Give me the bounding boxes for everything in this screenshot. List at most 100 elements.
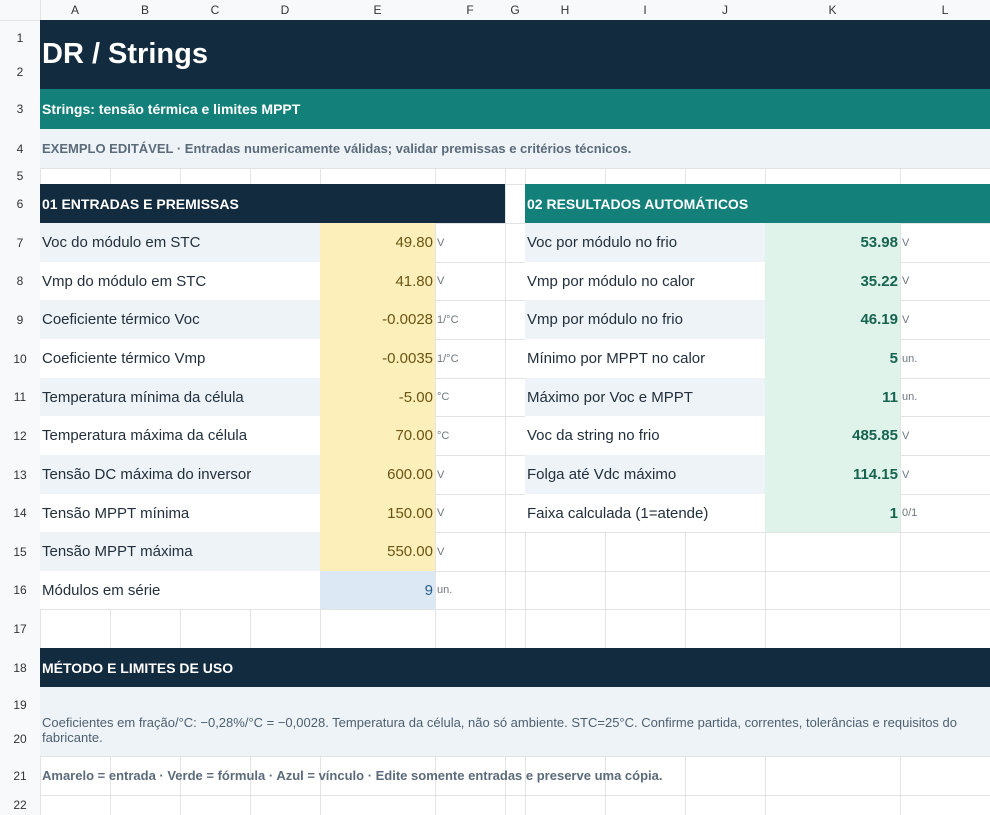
column-header: E: [320, 0, 435, 20]
row-header: 5: [0, 168, 40, 184]
method-text: Coeficientes em fração/°C: −0,28%/°C = −…: [40, 687, 990, 756]
column-header: B: [110, 0, 180, 20]
input-label: Temperatura máxima da célula: [40, 416, 320, 455]
grid-line: [0, 532, 990, 533]
unit: V: [437, 275, 445, 287]
grid-line: [0, 378, 990, 379]
grid-line: [435, 0, 436, 815]
input-value: 41.80: [320, 262, 435, 300]
subtitle: Strings: tensão térmica e limites MPPT: [40, 89, 990, 129]
input-label: Tensão MPPT mínima: [40, 494, 320, 532]
input-value: -0.0028: [320, 300, 435, 339]
unit: 1/°C: [437, 352, 459, 365]
result-label: Máximo por Voc e MPPT: [525, 378, 765, 416]
input-label: Tensão DC máxima do inversor: [40, 455, 320, 494]
row-header: 22: [0, 795, 40, 815]
row-header: 17: [0, 609, 40, 648]
input-label: Vmp do módulo em STC: [40, 262, 320, 300]
unit: V: [902, 429, 910, 442]
result-label: Faixa calculada (1=atende): [525, 494, 765, 532]
result-label: Vmp por módulo no frio: [525, 300, 765, 339]
unit: V: [437, 545, 445, 558]
grid-line: [0, 756, 990, 757]
input-value: -5.00: [320, 378, 435, 416]
row-header: 3: [0, 89, 40, 129]
grid-line: [0, 416, 990, 417]
row-header: 12: [0, 416, 40, 455]
input-value: 49.80: [320, 223, 435, 262]
unit: °C: [437, 391, 450, 403]
result-label: Mínimo por MPPT no calor: [525, 339, 765, 378]
grid-line: [0, 339, 990, 340]
column-header: K: [765, 0, 900, 20]
result-label: Voc da string no frio: [525, 416, 765, 455]
column-header: C: [180, 0, 250, 20]
input-label: Coeficiente térmico Vmp: [40, 339, 320, 378]
row-header: 20: [0, 722, 40, 756]
grid-line: [505, 0, 506, 815]
grid-line: [0, 609, 990, 610]
column-header: A: [40, 0, 110, 20]
row-header: 15: [0, 532, 40, 571]
grid-line: [0, 795, 990, 796]
grid-line: [900, 0, 901, 815]
title: DR / Strings: [40, 20, 990, 89]
result-value: 114.15: [765, 455, 900, 494]
row-header: 11: [0, 378, 40, 416]
column-header: G: [505, 0, 525, 20]
input-label: Tensão MPPT máxima: [40, 532, 320, 571]
column-header: H: [525, 0, 605, 20]
result-value: 5: [765, 339, 900, 378]
result-value: 53.98: [765, 223, 900, 262]
input-label: Voc do módulo em STC: [40, 223, 320, 262]
input-value: 70.00: [320, 416, 435, 455]
row-header: 10: [0, 339, 40, 378]
grid-line: [0, 168, 990, 169]
result-label: Vmp por módulo no calor: [525, 262, 765, 300]
column-header: F: [435, 0, 505, 20]
row-header: 18: [0, 648, 40, 687]
unit: 1/°C: [437, 313, 459, 326]
row-header: 4: [0, 129, 40, 168]
row-header: 1: [0, 20, 40, 55]
grid-line: [0, 262, 990, 263]
unit: V: [902, 468, 910, 481]
grid-line: [0, 300, 990, 301]
unit: V: [902, 236, 910, 249]
corner: [0, 0, 40, 20]
input-value: -0.0035: [320, 339, 435, 378]
unit: V: [437, 236, 445, 249]
unit: °C: [437, 429, 450, 442]
note: EXEMPLO EDITÁVEL · Entradas numericament…: [40, 129, 990, 168]
row-header: 19: [0, 687, 40, 722]
input-label: Temperatura mínima da célula: [40, 378, 320, 416]
unit: V: [437, 468, 445, 481]
row-header: 13: [0, 455, 40, 494]
input-label: Módulos em série: [40, 571, 320, 609]
section-title: MÉTODO E LIMITES DE USO: [40, 648, 990, 687]
unit: un.: [437, 584, 453, 596]
grid-line: [0, 571, 990, 572]
column-header: J: [685, 0, 765, 20]
row-header: 8: [0, 262, 40, 300]
unit: un.: [902, 352, 918, 365]
grid-line: [0, 455, 990, 456]
unit: un.: [902, 391, 918, 403]
row-header: 14: [0, 494, 40, 532]
column-header: L: [900, 0, 990, 20]
input-value: 600.00: [320, 455, 435, 494]
unit: V: [437, 507, 445, 519]
result-value: 35.22: [765, 262, 900, 300]
grid-line: [0, 494, 990, 495]
result-label: Voc por módulo no frio: [525, 223, 765, 262]
column-header: I: [605, 0, 685, 20]
input-value: 9: [320, 571, 435, 609]
row-header: 6: [0, 184, 40, 223]
input-value: 150.00: [320, 494, 435, 532]
row-header: 9: [0, 300, 40, 339]
input-label: Coeficiente térmico Voc: [40, 300, 320, 339]
unit: V: [902, 275, 910, 287]
row-header: 2: [0, 55, 40, 89]
result-value: 46.19: [765, 300, 900, 339]
